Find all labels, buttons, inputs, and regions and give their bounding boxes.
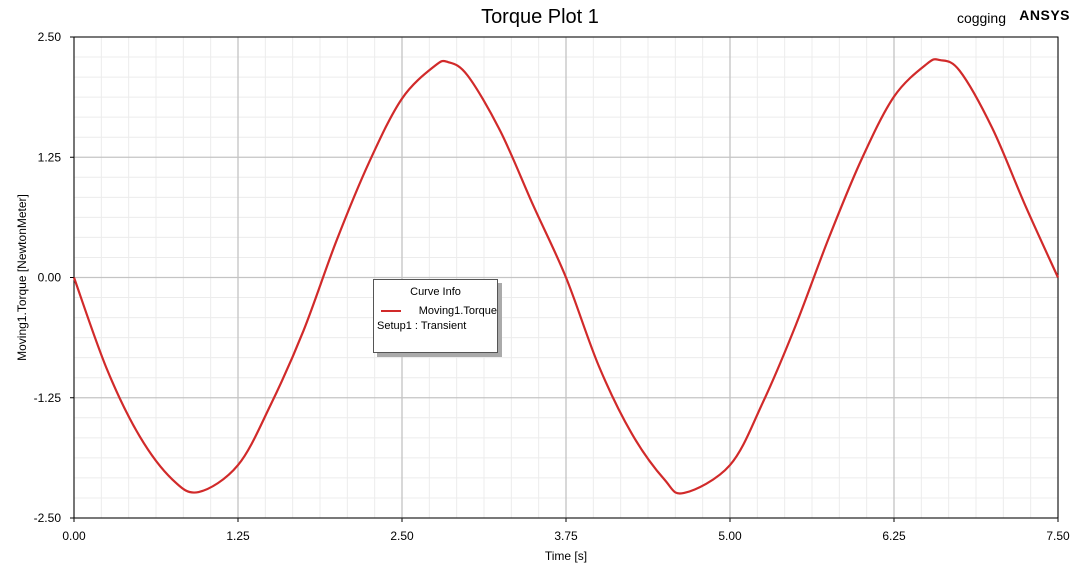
x-axis-label: Time [s] [545,549,587,563]
chart-title: Torque Plot 1 [481,6,599,28]
design-name-label: cogging [956,10,1006,26]
x-tick-label: 3.75 [554,529,578,543]
ansys-logo: ANSYS [1019,7,1070,23]
y-tick-label: 0.00 [38,271,62,285]
legend-series-name: Moving1.Torque [418,305,497,317]
y-tick-label: 1.25 [38,150,62,164]
x-tick-label: 1.25 [226,529,250,543]
legend-title: Curve Info [410,286,461,298]
y-axis-label: Moving1.Torque [NewtonMeter] [15,194,29,361]
x-tick-label: 7.50 [1046,529,1070,543]
torque-series-line [72,58,1060,495]
y-tick-label: -1.25 [34,391,62,405]
legend-line-swatch [381,310,401,312]
legend-entry[interactable]: Moving1.Torque [374,305,497,317]
x-tick-label: 2.50 [390,529,414,543]
x-tick-label: 0.00 [62,529,86,543]
legend-setup-label: Setup1 : Transient [377,320,467,332]
y-tick-label: -2.50 [34,511,62,525]
y-tick-label: 2.50 [38,30,62,44]
curve-info-legend[interactable]: Curve Info Moving1.Torque Setup1 : Trans… [373,279,498,353]
x-tick-label: 5.00 [718,529,742,543]
x-tick-label: 6.25 [882,529,906,543]
